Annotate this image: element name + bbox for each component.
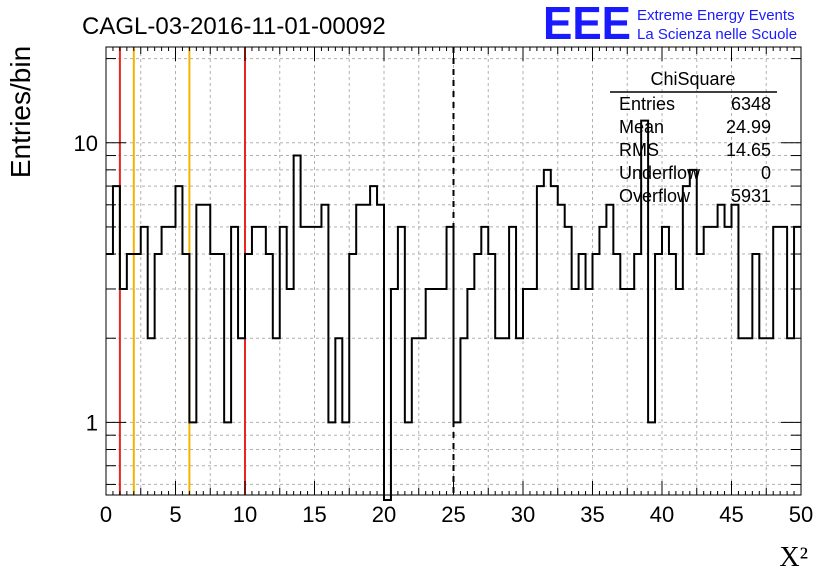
eee-logo-mark: EEE [543, 0, 631, 49]
x-tick-label: 40 [650, 502, 674, 527]
stats-label: Mean [619, 117, 664, 137]
x-axis-label: X² [779, 542, 808, 572]
eee-logo-line2: La Scienza nelle Scuole [637, 26, 797, 43]
x-tick-label: 25 [441, 502, 465, 527]
stats-label: RMS [619, 140, 659, 160]
x-tick-label: 10 [233, 502, 257, 527]
stats-value: 24.99 [726, 117, 771, 137]
axis-ticks [105, 47, 802, 495]
y-tick-labels: 1 10 [74, 131, 98, 436]
y-tick-label: 1 [86, 410, 98, 435]
stats-value: 14.65 [726, 140, 771, 160]
stats-label: Entries [619, 94, 675, 114]
x-tick-label: 20 [372, 502, 396, 527]
x-tick-label: 50 [789, 502, 813, 527]
stats-label: Overflow [619, 186, 691, 206]
stats-value: 5931 [731, 186, 771, 206]
x-tick-label: 0 [100, 502, 112, 527]
x-tick-labels: 0 5 10 15 20 25 30 35 40 45 50 [100, 502, 813, 527]
y-axis-label: Entries/bin [5, 46, 36, 178]
stats-box: ChiSquare Entries 6348 Mean 24.99 RMS 14.65 Un… [610, 69, 777, 206]
x-tick-label: 35 [580, 502, 604, 527]
eee-logo-line1: Extreme Energy Events [637, 7, 795, 24]
x-tick-label: 5 [169, 502, 181, 527]
stats-title: ChiSquare [650, 69, 735, 89]
eee-logo: EEE Extreme Energy Events La Scienza nel… [543, 0, 797, 49]
x-tick-label: 15 [302, 502, 326, 527]
y-tick-label: 10 [74, 131, 98, 156]
chart-title: CAGL-03-2016-11-01-00092 [82, 13, 386, 40]
stats-value: 6348 [731, 94, 771, 114]
x-tick-label: 45 [719, 502, 743, 527]
stats-value: 0 [761, 163, 771, 183]
x-tick-label: 30 [511, 502, 535, 527]
stats-label: Underflow [619, 163, 701, 183]
histogram-line [106, 119, 801, 501]
